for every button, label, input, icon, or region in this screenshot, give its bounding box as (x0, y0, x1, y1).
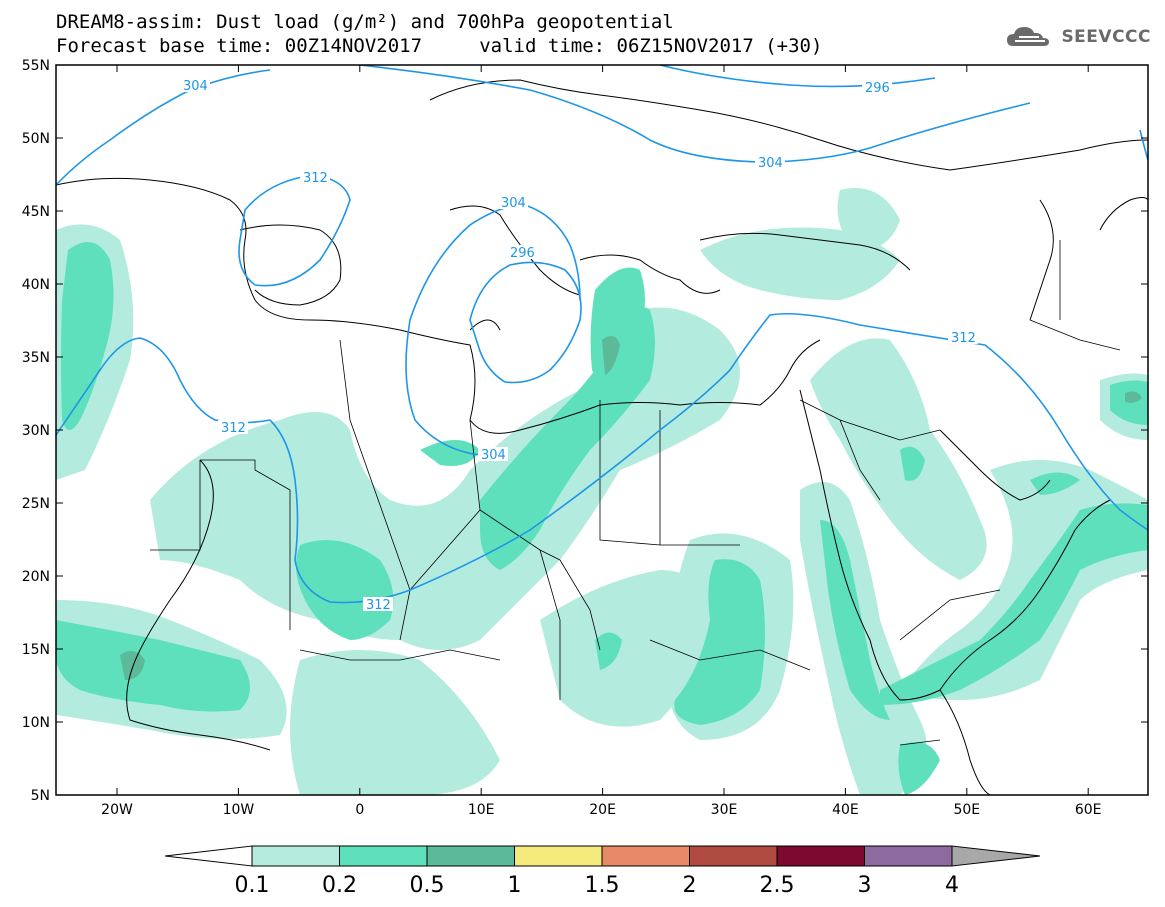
colorbar-segment (864, 845, 953, 867)
cloud-icon (1007, 27, 1050, 46)
colorbar-segment (339, 845, 428, 867)
longitude-axis: 20W 10W 0 10E 20E 30E 40E 50E 60E (101, 65, 1102, 818)
lon-label: 20E (589, 802, 616, 818)
colorbar-segment (689, 845, 778, 867)
colorbar-segment (776, 845, 865, 867)
lon-label: 20W (101, 802, 133, 818)
colorbar-label: 4 (945, 873, 959, 898)
dust-band-dark (120, 336, 1142, 680)
contour-label: 312 (221, 421, 246, 436)
contour-label: 304 (501, 196, 526, 211)
lat-label: 40N (22, 277, 50, 293)
map-title: DREAM8-assim: Dust load (g/m²) and 700hP… (56, 11, 674, 33)
contour-label: 304 (481, 448, 506, 463)
colorbar-label: 1 (508, 873, 522, 898)
colorbar-low-arrow (164, 845, 253, 867)
colorbar-segment (601, 845, 690, 867)
colorbar-label: 1.5 (585, 873, 620, 898)
lon-label: 10E (468, 802, 495, 818)
colorbar-label: 0.5 (410, 873, 445, 898)
lat-label: 50N (22, 131, 50, 147)
colorbar-label: 0.1 (235, 873, 270, 898)
dust-band-medium (56, 242, 1148, 795)
contour-label: 312 (366, 598, 391, 613)
colorbar-segment (514, 845, 603, 867)
forecast-time-subtitle: Forecast base time: 00Z14NOV2017 valid t… (56, 35, 823, 57)
colorbar-label: 3 (858, 873, 872, 898)
lat-label: 35N (22, 350, 50, 366)
contour-label: 296 (510, 246, 535, 261)
lon-label: 50E (953, 802, 980, 818)
contour-label: 304 (758, 156, 783, 171)
contour-label: 312 (303, 171, 328, 186)
coastlines (56, 79, 1148, 795)
lat-label: 55N (22, 58, 50, 74)
lon-label: 40E (832, 802, 859, 818)
latitude-axis: 55N 50N 45N 40N 35N 30N 25N 20N 15N 10N 5N (22, 58, 1148, 804)
lon-label: 60E (1075, 802, 1102, 818)
lat-label: 20N (22, 569, 50, 585)
lat-label: 25N (22, 496, 50, 512)
logo-text: SEEVCCC (1061, 27, 1151, 47)
colorbar-label: 0.2 (322, 873, 357, 898)
lon-label: 30E (711, 802, 738, 818)
colorbar-label: 2 (683, 873, 697, 898)
contour-label: 312 (951, 331, 976, 346)
country-borders (150, 240, 1121, 746)
lat-label: 5N (31, 788, 50, 804)
dust-shading-layer (56, 188, 1148, 795)
colorbar-label: 2.5 (760, 873, 795, 898)
contour-label: 304 (183, 79, 208, 94)
colorbar-segment (426, 845, 515, 867)
lon-label: 0 (355, 802, 364, 818)
lat-label: 10N (22, 715, 50, 731)
seevccc-logo: SEEVCCC (1005, 24, 1151, 50)
contour-labels: 304 312 304 296 312 304 296 304 312 312 (180, 78, 978, 613)
lat-label: 30N (22, 423, 50, 439)
contour-label: 296 (865, 81, 890, 96)
lat-label: 45N (22, 204, 50, 220)
lat-label: 15N (22, 642, 50, 658)
colorbar-segment (251, 845, 340, 867)
lon-label: 10W (223, 802, 255, 818)
colorbar: 0.1 0.2 0.5 1 1.5 2 2.5 3 4 (164, 845, 1041, 898)
colorbar-high-arrow (951, 845, 1041, 867)
